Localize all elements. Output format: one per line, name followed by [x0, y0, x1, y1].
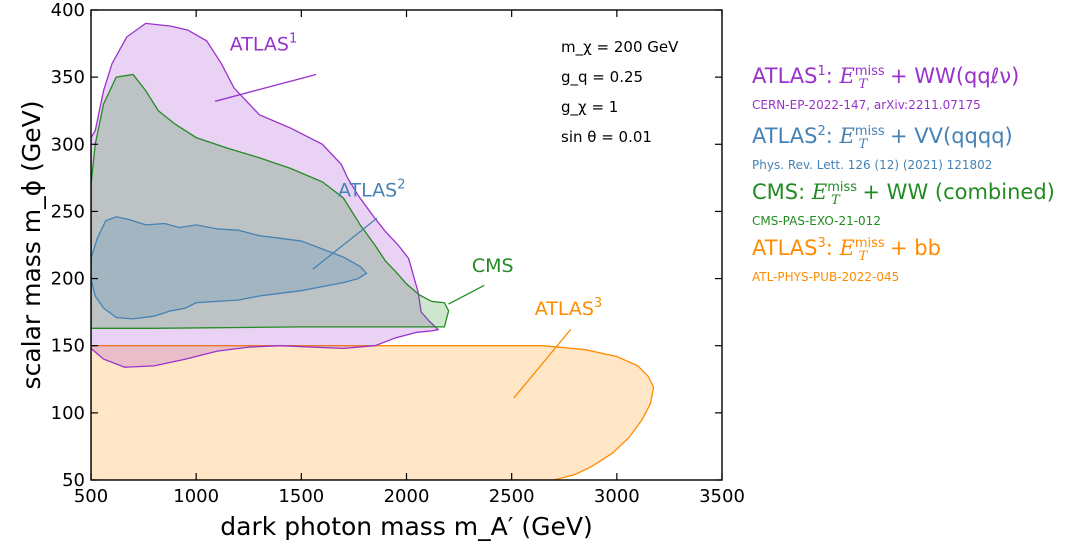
legend-superscript: 2 [817, 124, 826, 139]
x-tick-label: 1500 [278, 486, 324, 507]
annotation-atlas2: ATLAS2 [338, 178, 406, 202]
met-subscript: T [858, 249, 868, 265]
met-subscript: T [858, 77, 868, 93]
x-tick-label: 2500 [489, 486, 535, 507]
legend-entry: CMS: EmissT + WW (combined) CMS-PAS-EXO-2… [752, 176, 1055, 229]
legend-entry: ATLAS1: EmissT + WW(qqℓν) CERN-EP-2022-14… [752, 60, 1019, 113]
x-tick-label: 3500 [699, 486, 745, 507]
y-tick-label: 300 [51, 134, 85, 155]
y-tick-label: 350 [51, 67, 85, 88]
legend-reference: CMS-PAS-EXO-21-012 [752, 214, 881, 229]
x-axis-label: dark photon mass m_A′ (GeV) [220, 512, 592, 541]
met-superscript: miss [854, 124, 885, 139]
met-superscript: miss [827, 180, 858, 195]
legend-process: + bb [883, 236, 941, 260]
pointer-line-atlas3 [513, 329, 572, 399]
met-symbol: E [839, 236, 855, 260]
legend-entry-title: ATLAS3: EmissT + bb [752, 236, 941, 265]
annotation-atlas1: ATLAS1 [230, 31, 298, 55]
legend-superscript: 3 [817, 236, 826, 251]
x-tick-label: 2000 [384, 486, 430, 507]
x-tick-label: 500 [74, 486, 108, 507]
legend-experiment: ATLAS [752, 124, 818, 148]
met-subscript: T [858, 137, 868, 153]
annotation-cms: CMS [472, 255, 514, 277]
met-subscript: T [831, 193, 840, 209]
pointer-line-atlas2 [312, 217, 378, 270]
y-tick-label: 250 [51, 201, 85, 222]
legend-process: + WW (combined) [855, 180, 1055, 204]
y-tick-label: 200 [51, 269, 85, 290]
plot-area [91, 22, 655, 480]
pointer-line-atlas1 [214, 73, 317, 102]
pointer-line-cms [448, 284, 485, 305]
annotation-atlas3: ATLAS3 [535, 296, 603, 320]
legend-process: + WW(qqℓν) [883, 64, 1020, 88]
met-symbol: E [811, 180, 828, 204]
legend-entry-title: ATLAS2: EmissT + VV(qqqq) [752, 124, 1013, 153]
y-tick-label: 100 [51, 403, 85, 424]
legend-experiment: CMS [752, 180, 799, 204]
region-atlas3 [91, 345, 655, 480]
parameter-text: m_χ = 200 GeV [561, 38, 679, 57]
met-symbol: E [839, 64, 855, 88]
legend-superscript: 1 [817, 64, 826, 79]
y-tick-label: 150 [51, 336, 85, 357]
legend-experiment: ATLAS [752, 64, 818, 88]
region-atlas2 [91, 216, 368, 320]
y-tick-label: 400 [51, 0, 85, 21]
legend-process: + VV(qqqq) [883, 124, 1013, 148]
legend-reference: Phys. Rev. Lett. 126 (12) (2021) 121802 [752, 158, 993, 173]
parameter-text: g_χ = 1 [561, 98, 618, 117]
legend-entry-title: CMS: EmissT + WW (combined) [752, 180, 1055, 209]
legend-reference: CERN-EP-2022-147, arXiv:2211.07175 [752, 98, 981, 113]
met-symbol: E [839, 124, 855, 148]
parameter-text: sin θ = 0.01 [561, 128, 652, 146]
x-tick-label: 1000 [173, 486, 219, 507]
region-cms [91, 73, 450, 329]
parameter-text: g_q = 0.25 [561, 68, 643, 87]
region-atlas1 [91, 22, 440, 368]
y-tick-label: 50 [62, 470, 85, 491]
y-axis-label: scalar mass m_ϕ (GeV) [17, 101, 46, 390]
legend-entry-title: ATLAS1: EmissT + WW(qqℓν) [752, 64, 1020, 93]
x-tick-label: 3000 [594, 486, 640, 507]
legend-experiment: ATLAS [752, 236, 818, 260]
met-superscript: miss [854, 64, 885, 79]
legend-entry: ATLAS2: EmissT + VV(qqqq) Phys. Rev. Lett… [752, 120, 1013, 173]
met-superscript: miss [854, 236, 885, 251]
legend-entry: ATLAS3: EmissT + bb ATL-PHYS-PUB-2022-045 [752, 232, 941, 285]
legend-reference: ATL-PHYS-PUB-2022-045 [752, 270, 900, 285]
